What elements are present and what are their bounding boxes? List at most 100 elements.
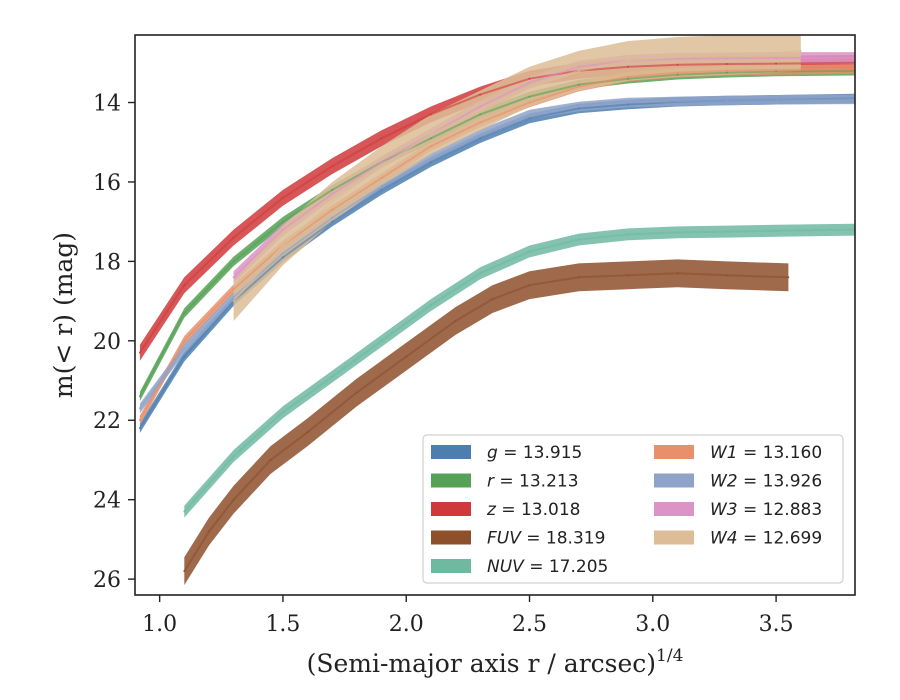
series-lines <box>139 49 855 573</box>
point-w3 <box>528 81 531 84</box>
point-z <box>380 137 383 140</box>
point-z <box>139 351 141 354</box>
legend-label-r: r = 13.213 <box>487 472 579 492</box>
legend-label-w3: W3 = 12.883 <box>710 500 822 520</box>
point-w4 <box>232 300 235 302</box>
point-z <box>479 93 482 96</box>
point-nuv <box>282 411 284 414</box>
point-g <box>380 189 383 191</box>
point-w1 <box>676 71 679 74</box>
point-w3 <box>775 57 777 59</box>
point-fuv <box>627 274 630 277</box>
point-fuv <box>787 276 790 279</box>
point-r <box>232 260 235 263</box>
point-g <box>528 117 531 120</box>
point-w1 <box>775 69 777 71</box>
point-w2 <box>775 98 777 101</box>
point-w2 <box>331 216 334 219</box>
x-tick-label: 3.0 <box>635 612 670 637</box>
legend-swatch-r <box>431 473 471 488</box>
point-w2 <box>577 105 580 108</box>
point-w1 <box>380 177 383 179</box>
legend: g = 13.915 r = 13.213 z = 13.018 FUV = 18.3… <box>422 434 844 584</box>
point-w1 <box>331 208 334 211</box>
point-z <box>627 65 630 68</box>
legend-label-g: g = 13.915 <box>487 443 582 463</box>
line-nuv <box>183 228 855 513</box>
point-w2 <box>430 157 432 160</box>
point-r <box>331 189 334 191</box>
point-w2 <box>627 101 630 104</box>
y-tick-label: 24 <box>93 489 121 514</box>
y-tick-label: 14 <box>93 92 121 117</box>
point-nuv <box>183 510 186 513</box>
point-w1 <box>479 121 482 124</box>
point-w2 <box>479 133 482 136</box>
y-tick-label: 20 <box>93 330 121 355</box>
point-fuv <box>577 276 580 279</box>
point-z <box>331 165 334 168</box>
point-w3 <box>577 65 580 68</box>
point-g <box>139 427 141 430</box>
point-nuv <box>380 339 383 342</box>
point-w2 <box>139 407 141 410</box>
point-fuv <box>356 391 358 394</box>
point-g <box>183 355 186 358</box>
x-axis-label: (Semi-major axis r / arcsec)1/4 <box>307 646 684 678</box>
legend-swatch-z <box>431 502 471 516</box>
x-axis-label-main: (Semi-major axis r / arcsec) <box>307 649 656 678</box>
point-r <box>775 70 777 73</box>
legend-label-w4: W4 = 12.699 <box>710 529 822 549</box>
point-fuv <box>183 570 186 573</box>
point-w3 <box>725 57 728 60</box>
legend-swatch-w3 <box>654 502 694 516</box>
x-tick-label: 2.0 <box>389 612 424 637</box>
y-tick-label: 16 <box>93 171 121 196</box>
point-g <box>479 137 482 140</box>
legend-label-w2: W2 = 13.926 <box>710 472 822 492</box>
x-axis-ticks: 1.0 1.5 2.0 2.5 3.0 3.5 <box>142 595 794 637</box>
band-fuv <box>184 259 789 586</box>
point-z <box>183 284 186 287</box>
legend-swatch-fuv <box>431 530 471 545</box>
legend-label-fuv: FUV = 18.319 <box>487 529 605 549</box>
point-fuv <box>232 498 235 501</box>
point-w4 <box>799 50 802 52</box>
y-tick-label: 26 <box>93 568 121 593</box>
point-w4 <box>331 200 334 203</box>
point-z <box>528 77 531 80</box>
point-nuv <box>430 304 432 306</box>
point-w2 <box>528 113 531 116</box>
point-fuv <box>528 284 531 287</box>
point-w4 <box>725 54 728 56</box>
point-w4 <box>676 55 679 58</box>
point-w1 <box>430 145 432 148</box>
y-tick-label: 18 <box>93 250 121 275</box>
point-w1 <box>577 85 580 88</box>
point-z <box>282 196 284 199</box>
point-w1 <box>627 75 630 78</box>
point-w4 <box>430 133 432 136</box>
point-nuv <box>331 375 334 378</box>
point-w2 <box>676 100 679 103</box>
point-r <box>528 95 531 98</box>
point-w4 <box>528 85 531 88</box>
point-w3 <box>232 276 235 279</box>
point-nuv <box>627 233 630 236</box>
point-fuv <box>676 272 679 275</box>
point-r <box>676 73 679 76</box>
y-tick-label: 22 <box>93 409 121 434</box>
point-w2 <box>282 252 284 255</box>
legend-label-nuv: NUV = 17.205 <box>487 557 608 577</box>
x-axis-label-superscript: 1/4 <box>656 646 683 666</box>
point-fuv <box>725 274 728 277</box>
point-nuv <box>479 272 482 275</box>
point-g <box>627 103 630 106</box>
point-fuv <box>269 459 272 461</box>
point-nuv <box>775 229 777 232</box>
point-w2 <box>380 185 383 187</box>
point-fuv <box>405 355 408 358</box>
point-g <box>331 220 334 223</box>
